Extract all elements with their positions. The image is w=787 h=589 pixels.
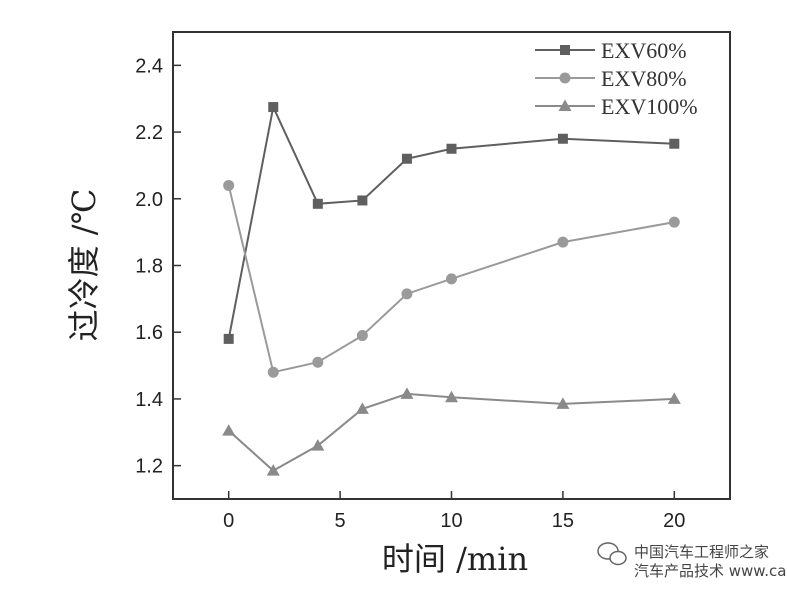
data-point	[556, 397, 570, 409]
series-line	[227, 185, 675, 374]
y-tick-label: 1.4	[135, 389, 163, 411]
data-point	[355, 402, 369, 414]
legend-item: EXV100%	[535, 94, 698, 119]
series-layer	[222, 102, 681, 476]
x-axis-title: 时间 /min	[382, 540, 528, 578]
data-point	[266, 464, 280, 476]
watermark: 中国汽车工程师之家 汽车产品技术 www.cartech8.com	[597, 542, 787, 580]
series-EXV80%	[223, 179, 680, 378]
legend-item: EXV60%	[535, 38, 687, 63]
x-tick-label: 20	[663, 510, 685, 532]
data-point	[312, 356, 324, 368]
wechat-icon	[597, 542, 627, 566]
series-EXV100%	[222, 387, 681, 476]
legend-item: EXV80%	[535, 66, 687, 91]
data-point	[668, 216, 680, 228]
legend: EXV60% EXV80% EXV100%	[535, 38, 698, 119]
y-tick-label: 1.8	[135, 256, 163, 278]
legend-marker	[558, 99, 572, 111]
y-axis: 1.2 1.4 1.6 1.8 2.0 2.2 2.4	[135, 55, 181, 478]
watermark-line1: 中国汽车工程师之家	[634, 543, 769, 561]
y-tick-label: 2.0	[135, 189, 163, 211]
legend-label: EXV60%	[601, 38, 687, 63]
y-tick-label: 2.4	[135, 55, 163, 77]
series-line	[227, 103, 675, 340]
data-point	[669, 138, 680, 149]
watermark-line2: 汽车产品技术 www.cartech8.com	[634, 562, 787, 580]
legend-marker	[560, 45, 570, 55]
data-point	[446, 143, 457, 154]
data-point	[267, 366, 279, 378]
data-point	[557, 133, 568, 144]
data-point	[356, 330, 368, 342]
y-tick-label: 1.2	[135, 456, 163, 478]
x-tick-label: 10	[440, 510, 462, 532]
legend-marker	[559, 72, 571, 84]
data-point	[223, 179, 235, 191]
x-tick-label: 15	[552, 510, 574, 532]
data-point	[557, 236, 569, 248]
data-point	[311, 439, 325, 451]
data-point	[222, 424, 236, 436]
x-tick-label: 0	[223, 510, 234, 532]
y-tick-label: 2.2	[135, 122, 163, 144]
data-point	[400, 387, 414, 399]
y-tick-label: 1.6	[135, 322, 163, 344]
data-point	[357, 195, 368, 206]
legend-label: EXV100%	[601, 94, 698, 119]
data-point	[401, 153, 412, 164]
data-point	[667, 392, 681, 404]
legend-label: EXV80%	[601, 66, 687, 91]
series-line	[228, 392, 675, 472]
data-point	[446, 273, 457, 285]
x-tick-label: 5	[335, 510, 346, 532]
y-axis-title: 过冷度 /℃	[65, 189, 103, 342]
data-point	[268, 102, 279, 113]
series-EXV60%	[223, 102, 680, 344]
data-point	[401, 288, 413, 300]
data-point	[445, 390, 458, 403]
data-point	[312, 198, 323, 209]
data-point	[223, 333, 234, 344]
x-axis: 0 5 10 15 20	[223, 491, 685, 532]
